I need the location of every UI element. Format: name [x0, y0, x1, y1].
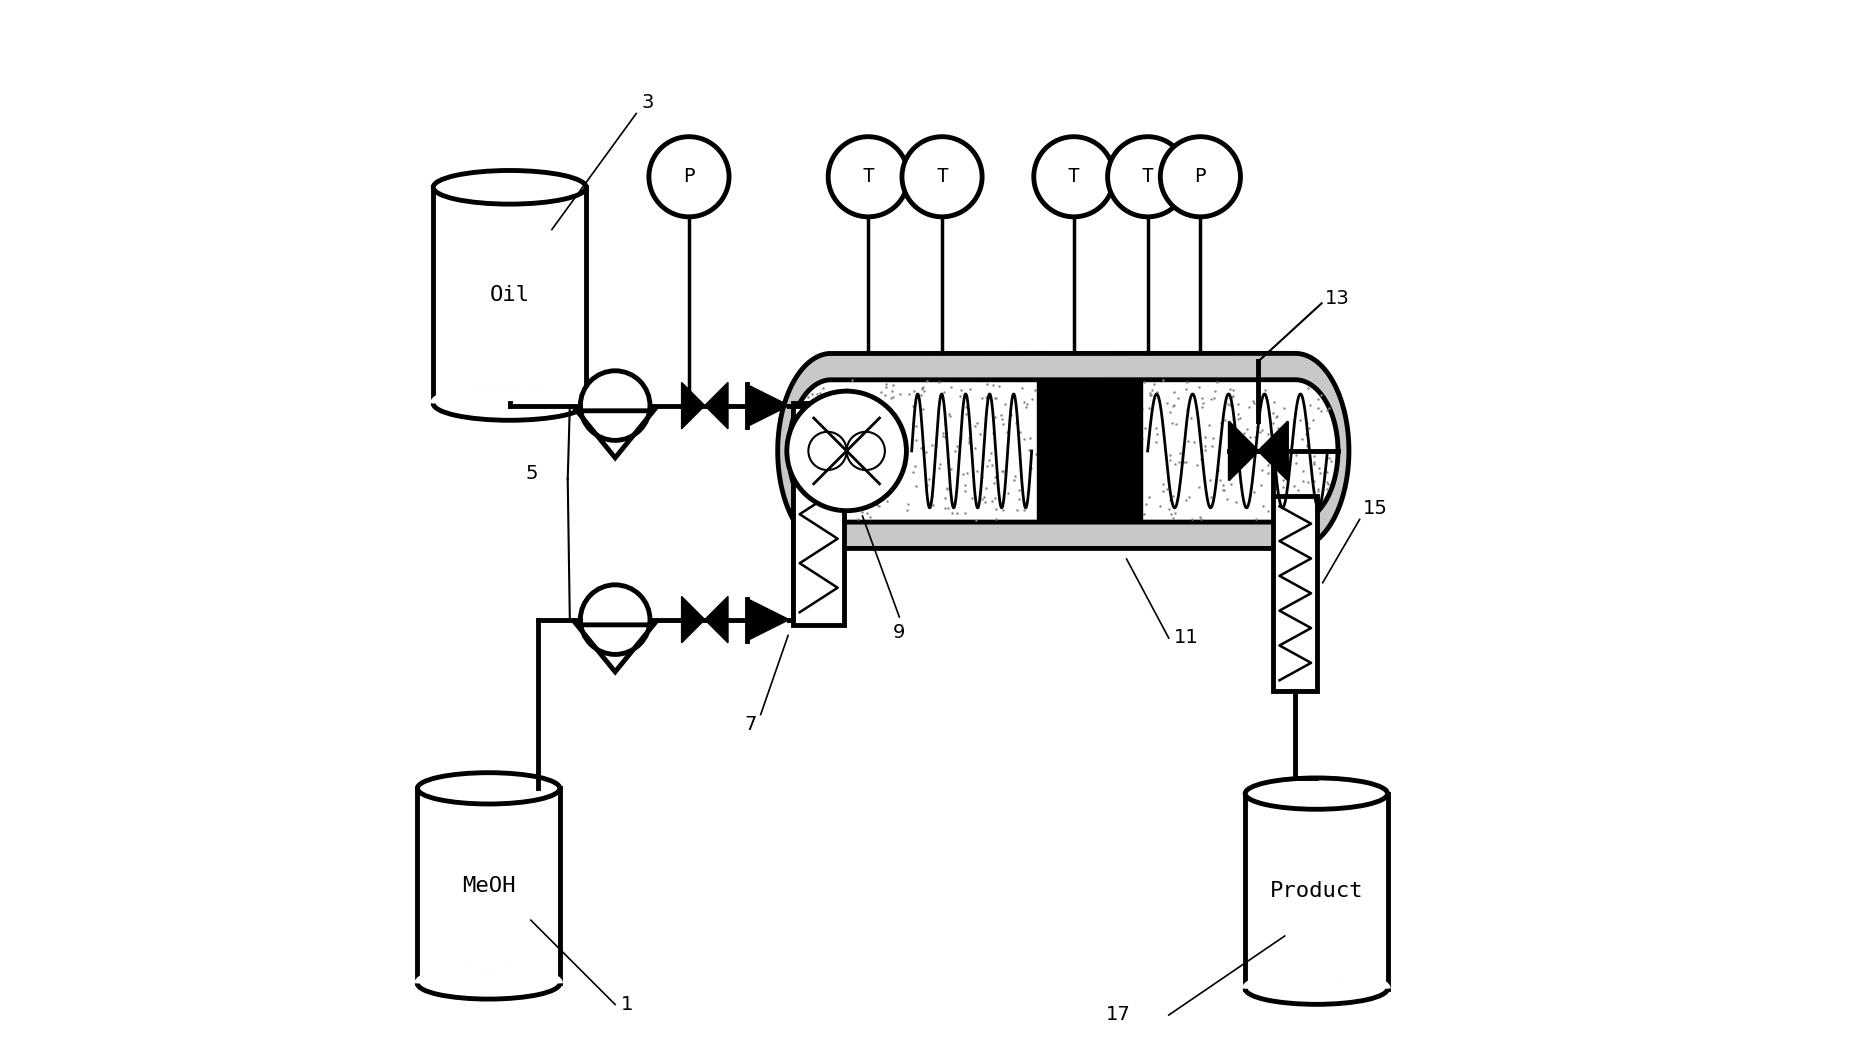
Text: 1: 1	[620, 994, 633, 1013]
Circle shape	[829, 137, 909, 217]
Text: 15: 15	[1362, 499, 1388, 518]
Polygon shape	[1258, 422, 1287, 480]
Ellipse shape	[1244, 778, 1388, 809]
Text: P: P	[1194, 167, 1205, 187]
Circle shape	[581, 371, 650, 440]
Text: 3: 3	[641, 93, 654, 112]
Text: 9: 9	[892, 623, 905, 642]
Text: T: T	[1067, 167, 1081, 187]
Text: T: T	[937, 167, 948, 187]
Circle shape	[648, 137, 728, 217]
Text: T: T	[863, 167, 874, 187]
Circle shape	[581, 585, 650, 654]
Text: MeOH: MeOH	[462, 876, 516, 896]
Polygon shape	[777, 353, 1349, 548]
Ellipse shape	[434, 171, 587, 205]
Text: 7: 7	[743, 716, 756, 735]
Polygon shape	[704, 383, 728, 429]
Circle shape	[1161, 137, 1241, 217]
Bar	[1038, 379, 1142, 523]
Polygon shape	[682, 597, 704, 642]
Polygon shape	[788, 379, 1338, 523]
Polygon shape	[747, 599, 790, 640]
Polygon shape	[682, 383, 704, 429]
Bar	[1272, 496, 1317, 691]
Circle shape	[786, 391, 907, 511]
Circle shape	[902, 137, 982, 217]
Text: 11: 11	[1174, 629, 1198, 648]
Text: Product: Product	[1269, 881, 1364, 901]
Ellipse shape	[417, 773, 559, 803]
Polygon shape	[704, 597, 728, 642]
Text: Oil: Oil	[490, 285, 529, 305]
Bar	[794, 404, 844, 625]
Circle shape	[1034, 137, 1114, 217]
Polygon shape	[747, 385, 790, 427]
Text: 17: 17	[1105, 1005, 1131, 1024]
Text: P: P	[684, 167, 695, 187]
Text: 5: 5	[525, 464, 538, 483]
Text: 13: 13	[1325, 288, 1349, 307]
Circle shape	[1108, 137, 1189, 217]
Polygon shape	[1230, 422, 1258, 480]
Text: T: T	[1142, 167, 1153, 187]
